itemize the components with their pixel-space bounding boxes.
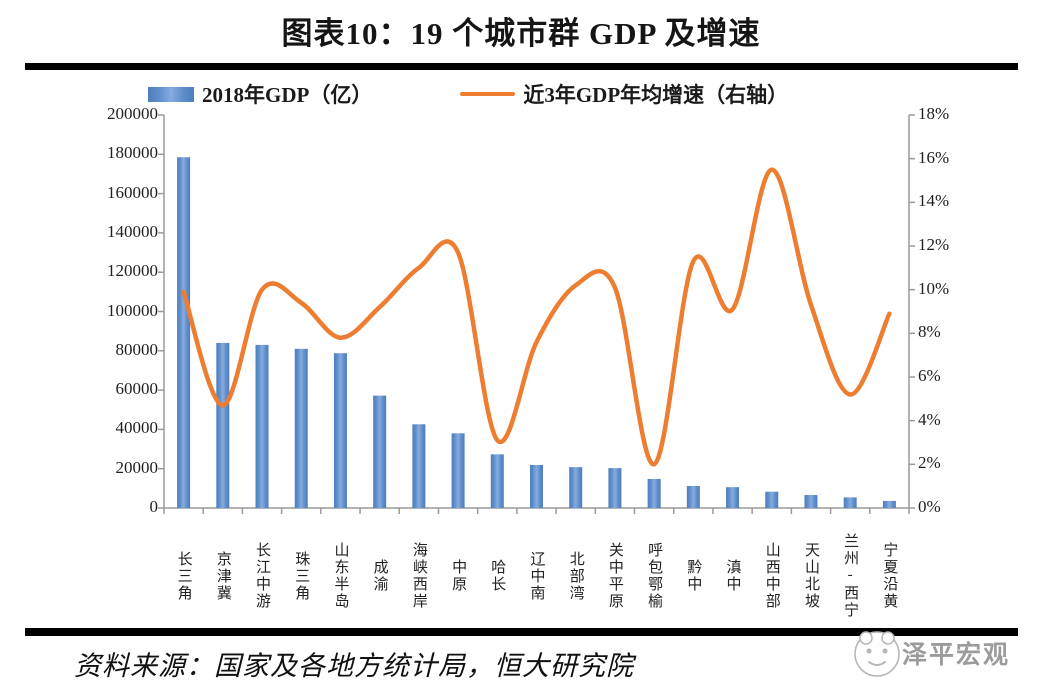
x-axis-category-label: 京津冀 (214, 550, 231, 602)
footer-divider-rule (25, 628, 1018, 636)
gdp-bar (686, 485, 700, 508)
x-axis-category-label: 宁夏沿黄 (881, 542, 898, 610)
left-axis-tick-label: 200000 (107, 104, 158, 123)
x-axis-category-label: 兰州-西宁 (842, 533, 859, 619)
x-axis-category-label: 山西中部 (763, 542, 780, 610)
growth-line (181, 167, 892, 467)
gdp-bar (216, 342, 230, 508)
gdp-bar (882, 500, 896, 508)
x-axis-category-label: 滇中 (724, 559, 741, 593)
left-axis-tick-label: 20000 (115, 457, 159, 477)
x-axis-category-label: 成渝 (371, 559, 388, 593)
gdp-bar (843, 497, 857, 508)
left-axis-tick-label: 120000 (107, 261, 158, 281)
right-axis-tick-label: 2% (918, 453, 941, 473)
x-axis-category-label: 中原 (450, 559, 467, 593)
x-axis-category-label: 海峡西岸 (410, 542, 427, 610)
right-axis-tick-label: 10% (918, 278, 950, 298)
x-axis-category-label: 天山北坡 (802, 542, 819, 610)
gdp-bar (804, 495, 818, 508)
x-axis-category-label: 关中平原 (606, 542, 623, 610)
bar-series-swatch-icon (148, 86, 194, 102)
gdp-bar (177, 157, 191, 508)
gdp-bar (373, 395, 387, 508)
right-axis-tick-label: 18% (918, 104, 950, 123)
line-series-legend-label: 近3年GDP年均增速（右轴） (523, 83, 789, 107)
gdp-bar (490, 454, 504, 508)
gdp-bar (726, 487, 740, 508)
legend: 2018年GDP（亿） 近3年GDP年均增速（右轴） (148, 82, 789, 107)
left-axis-tick-label: 160000 (107, 182, 158, 202)
left-axis-tick-label: 60000 (115, 379, 159, 399)
bar-series-legend-label: 2018年GDP（亿） (202, 83, 373, 107)
x-axis-category-label: 黔中 (685, 559, 702, 593)
right-axis-tick-label: 12% (918, 235, 950, 254)
right-axis-tick-label: 6% (918, 366, 941, 385)
line-series-swatch-icon (460, 92, 516, 96)
left-axis-tick-label: 0 (149, 497, 159, 516)
left-axis-tick-label: 140000 (107, 221, 158, 241)
gdp-bar (569, 467, 583, 508)
right-axis-tick-label: 16% (918, 147, 950, 167)
right-axis-tick-label: 14% (918, 191, 950, 211)
left-axis-tick-label: 80000 (115, 339, 159, 359)
right-axis-tick-label: 4% (918, 409, 941, 429)
gdp-bar (412, 424, 426, 508)
x-axis-category-label: 长三角 (175, 550, 192, 602)
x-axis-category-label: 北部湾 (567, 550, 584, 602)
watermark-text: 泽平宏观 (902, 642, 1011, 669)
left-axis-tick-label: 180000 (107, 143, 158, 163)
x-axis-category-label: 辽中南 (528, 550, 545, 602)
x-axis-category-label: 珠三角 (293, 550, 310, 602)
gdp-bar (765, 491, 779, 508)
gdp-bar (294, 348, 308, 508)
source-note: 资料来源：国家及各地方统计局，恒大研究院 (74, 651, 634, 681)
gdp-bar (451, 433, 465, 508)
left-axis-tick-label: 40000 (115, 418, 159, 438)
left-axis-tick-label: 100000 (107, 300, 158, 320)
x-axis-category-label: 哈长 (489, 559, 506, 593)
gdp-bar (608, 468, 622, 508)
right-axis-tick-label: 0% (918, 497, 941, 516)
gdp-bar (333, 353, 347, 508)
x-axis-category-label: 山东半岛 (332, 542, 349, 610)
gdp-bar (530, 464, 543, 508)
title-divider-rule (25, 63, 1018, 70)
gdp-bar (255, 344, 269, 508)
right-axis-tick-label: 8% (918, 322, 941, 342)
zeping-logo-icon (854, 631, 900, 677)
x-axis-category-label: 呼包鄂榆 (646, 542, 663, 610)
gdp-bar (647, 478, 661, 508)
x-axis-category-label: 长江中游 (254, 542, 271, 610)
chart-title: 图表10：19 个城市群 GDP 及增速 (281, 16, 761, 51)
